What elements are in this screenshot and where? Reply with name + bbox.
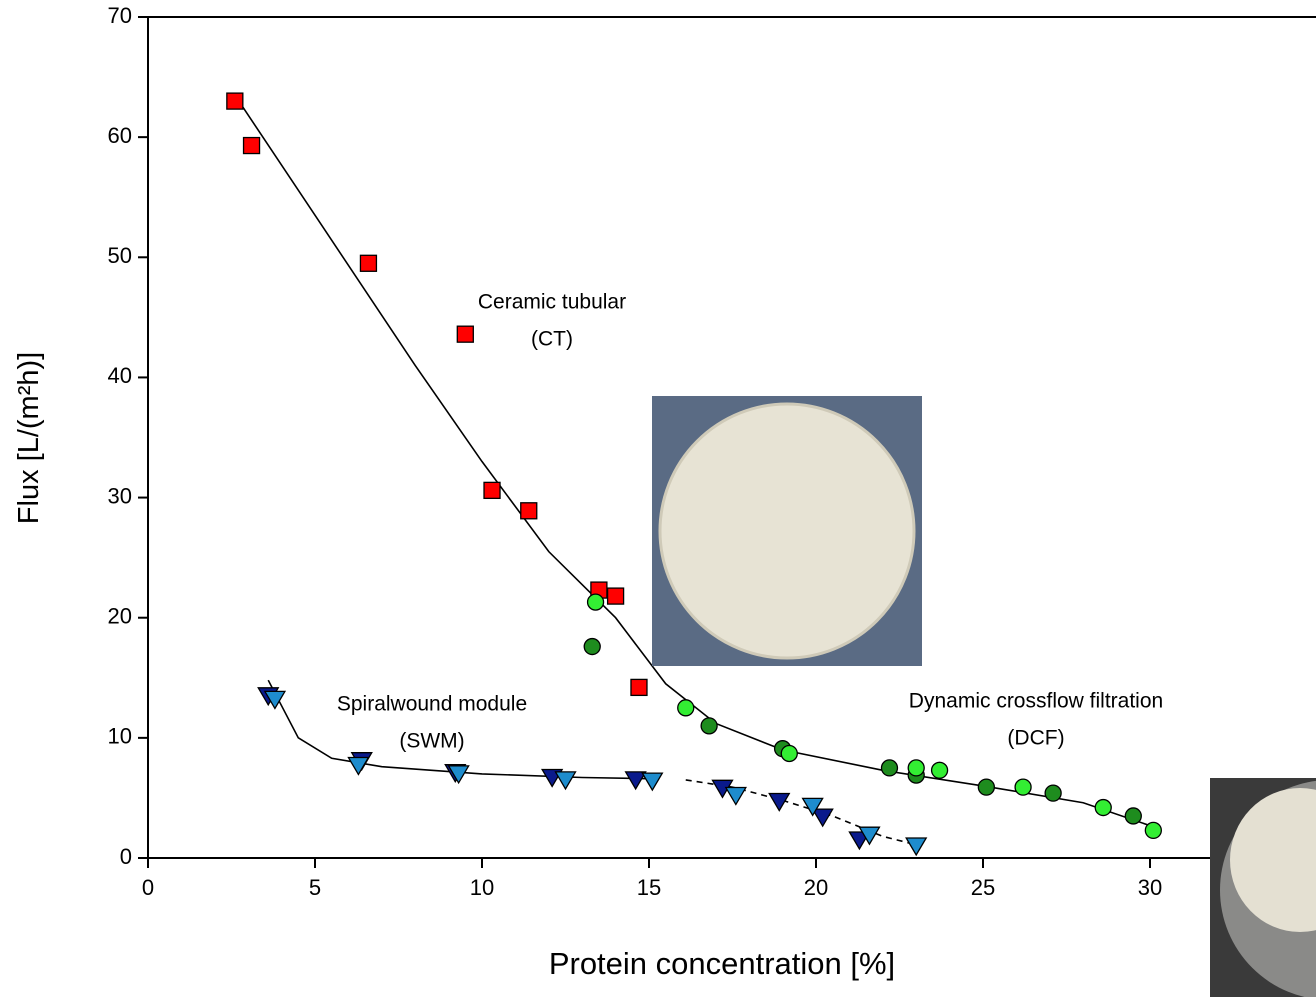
annotation: (DCF)	[1007, 727, 1064, 750]
data-point	[263, 690, 287, 710]
y-tick-label: 10	[108, 724, 132, 749]
data-point	[347, 756, 370, 776]
y-tick-label: 60	[108, 123, 132, 148]
y-axis-title: Flux [L/(m²h)]	[13, 352, 45, 524]
photo-dish	[658, 402, 916, 660]
data-point	[907, 759, 925, 777]
y-tick-label: 70	[108, 3, 132, 28]
data-point	[226, 92, 244, 110]
data-point	[905, 837, 928, 857]
data-point	[586, 593, 605, 611]
data-point	[880, 759, 899, 777]
data-point	[554, 771, 577, 791]
data-point	[677, 699, 695, 717]
data-point	[1014, 778, 1032, 796]
annotation: Dynamic crossflow filtration	[909, 690, 1163, 713]
data-point	[1124, 807, 1142, 825]
annotation: Ceramic tubular	[478, 291, 626, 314]
y-tick-label: 30	[108, 483, 132, 508]
data-point	[768, 792, 791, 812]
data-point	[801, 797, 824, 817]
photo-sample	[1230, 788, 1316, 932]
data-point	[583, 637, 601, 656]
data-point	[811, 808, 834, 828]
annotation: (CT)	[531, 328, 573, 351]
photo-inset	[652, 396, 922, 666]
data-point	[1094, 798, 1112, 817]
data-point	[456, 325, 474, 343]
data-point	[630, 678, 648, 697]
fit-line	[685, 779, 917, 846]
data-point	[1144, 821, 1162, 840]
y-tick-label: 40	[108, 363, 132, 388]
data-point	[641, 772, 664, 792]
data-point	[447, 765, 470, 785]
x-tick-label: 25	[971, 875, 995, 900]
data-point	[724, 786, 747, 806]
fit-line	[267, 679, 650, 780]
x-tick-label: 10	[470, 875, 494, 900]
data-point	[520, 502, 538, 520]
data-point	[606, 587, 625, 605]
plot-area: 0 10 20 30 40 50 60 70 0 5 10 15 20 25 30 Ceramic tubul…	[108, 3, 1316, 900]
y-tick-label: 0	[120, 844, 132, 869]
data-point	[242, 136, 261, 155]
x-tick-label: 0	[142, 875, 154, 900]
data-point	[858, 826, 881, 846]
y-tick-label: 50	[108, 243, 132, 268]
y-tick-label: 20	[108, 604, 132, 629]
annotation: (SWM)	[399, 730, 464, 753]
data-point	[483, 481, 501, 500]
x-axis-title: Protein concentration [%]	[549, 946, 895, 981]
data-point	[930, 761, 949, 779]
x-tick-label: 15	[637, 875, 661, 900]
data-point	[624, 771, 647, 791]
data-point	[1044, 784, 1062, 802]
x-tick-label: 20	[804, 875, 828, 900]
data-point	[780, 744, 798, 763]
data-point	[359, 254, 378, 272]
x-tick-label: 30	[1138, 875, 1162, 900]
annotation: Spiralwound module	[337, 693, 527, 716]
data-point	[700, 717, 718, 735]
x-tick-label: 5	[309, 875, 321, 900]
data-point	[977, 778, 995, 796]
photo-inset	[1210, 778, 1316, 997]
